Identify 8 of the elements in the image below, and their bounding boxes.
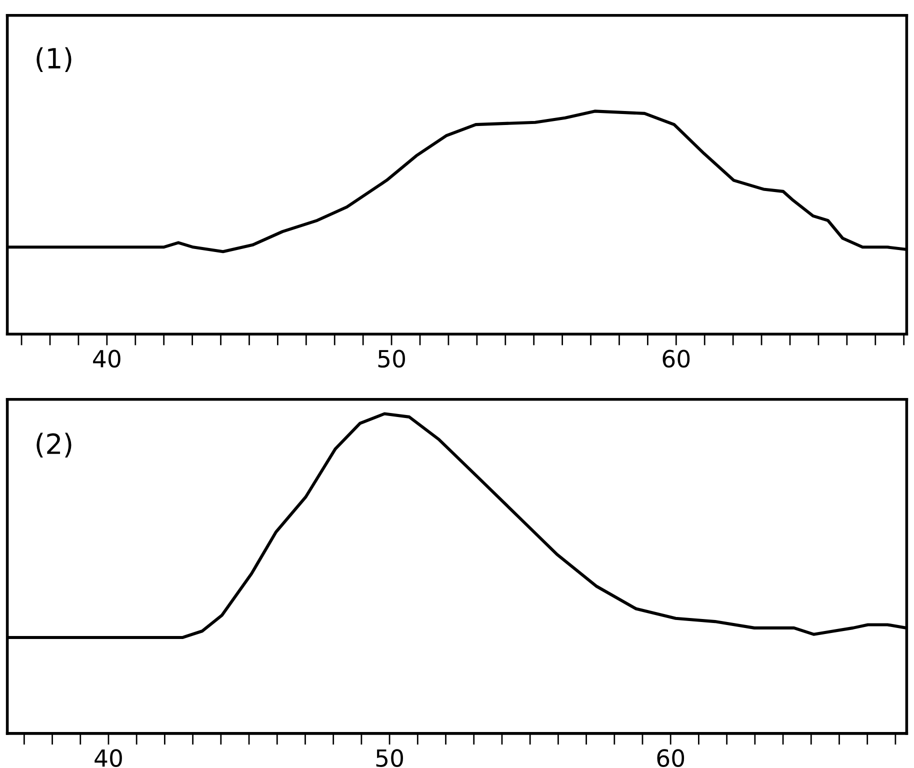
x-tick-label: 50 — [376, 749, 403, 767]
x-tick-label: 50 — [378, 350, 405, 368]
x-tick-label: 60 — [657, 749, 684, 767]
text: (2) — [36, 432, 72, 458]
x-tick-label: 40 — [94, 749, 122, 767]
x-tick-label: 40 — [93, 350, 120, 368]
chart-title: (1) — [36, 47, 72, 72]
x-tick-label: 60 — [662, 350, 690, 368]
